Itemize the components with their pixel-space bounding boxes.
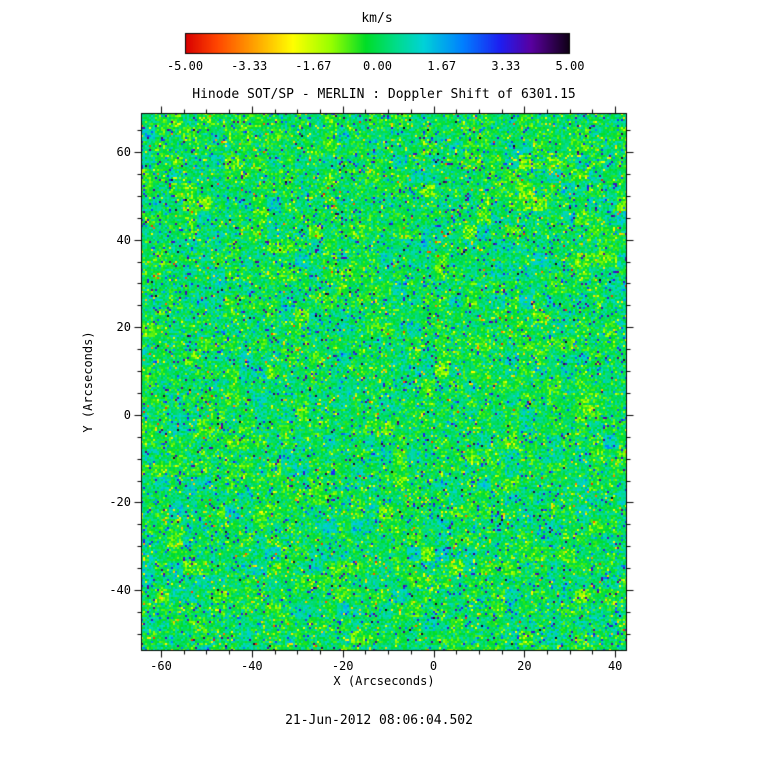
y-tick-label: 40 bbox=[116, 232, 131, 247]
y-tick-label: -20 bbox=[109, 495, 131, 510]
colorbar-tick-label: 0.00 bbox=[363, 59, 392, 73]
x-axis-label: X (Arcseconds) bbox=[333, 674, 435, 688]
colorbar-tick-label: 3.33 bbox=[491, 59, 521, 73]
colorbar-tick-label: -1.67 bbox=[295, 59, 332, 73]
colorbar-tick-label: 1.67 bbox=[427, 59, 457, 73]
y-axis-label: Y (Arcseconds) bbox=[81, 331, 95, 433]
observation-timestamp: 21-Jun-2012 08:06:04.502 bbox=[285, 713, 473, 728]
x-tick-label: 40 bbox=[607, 659, 623, 673]
x-tick-label: -60 bbox=[150, 659, 172, 673]
x-tick-label: -40 bbox=[240, 659, 263, 673]
colorbar-tick-label: -3.33 bbox=[231, 59, 268, 73]
colorbar-tick-label: 5.00 bbox=[555, 59, 585, 73]
y-tick-label: 0 bbox=[123, 407, 131, 422]
y-tick-label: 20 bbox=[116, 320, 131, 335]
colorbar-tick-label: -5.00 bbox=[166, 59, 204, 73]
x-tick-label: -20 bbox=[331, 659, 354, 673]
colorbar-title: km/s bbox=[361, 11, 393, 26]
x-tick-label: 20 bbox=[517, 659, 532, 673]
y-tick-label: 60 bbox=[116, 144, 131, 159]
y-tick-label: -40 bbox=[109, 583, 131, 598]
plot-title: Hinode SOT/SP - MERLIN : Doppler Shift o… bbox=[192, 87, 576, 102]
x-tick-label: 0 bbox=[429, 659, 438, 673]
